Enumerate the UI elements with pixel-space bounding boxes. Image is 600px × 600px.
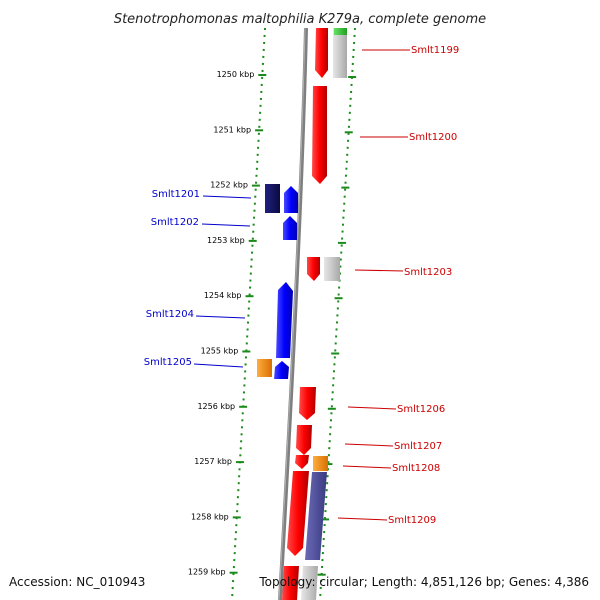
gene-feature-bottom-red[interactable] [282,566,299,600]
accession-label: Accession: NC_010943 [9,575,145,589]
leader-smlt1203 [354,269,404,272]
ruler-tick-label: 1252 kbp [210,181,248,190]
ruler-lines [231,27,356,600]
ruler-tick-label: 1253 kbp [207,236,245,245]
gene-features [257,28,347,600]
gene-feature-smlt1208-orange[interactable] [313,456,328,471]
gene-label[interactable]: Smlt1208 [392,463,440,474]
gene-label[interactable]: Smlt1209 [388,515,436,526]
ruler-ticks: 1250 kbp 1251 kbp 1252 kbp 1253 kbp 1254 kbp… [188,70,357,577]
ruler-line-left [231,27,266,600]
gene-label[interactable]: Smlt1206 [397,404,445,415]
gene-labels: Smlt1199 Smlt1200 Smlt1203 Smlt1206 Smlt… [144,45,460,526]
leader-smlt1204 [195,315,246,319]
ruler-tick-label: 1258 kbp [191,512,229,521]
gene-label[interactable]: Smlt1204 [146,309,194,320]
gene-feature-purple-1[interactable] [305,472,327,560]
gene-label[interactable]: Smlt1201 [152,189,200,200]
gene-label[interactable]: Smlt1202 [151,217,199,228]
gene-feature-smlt1205-orange[interactable] [257,359,272,377]
ruler-tick-label: 1250 kbp [217,70,255,79]
gene-feature-grey-2[interactable] [324,257,340,281]
gene-feature-smlt1201[interactable] [265,184,280,213]
leader-smlt1201 [202,195,252,199]
ruler-line-right [319,27,356,600]
gene-feature-grey-1[interactable] [333,28,347,78]
leader-smlt1209 [337,517,388,521]
ruler-tick-label: 1257 kbp [194,457,232,466]
gene-feature-smlt1201b[interactable] [284,186,298,213]
gene-label[interactable]: Smlt1200 [409,132,457,143]
gene-label[interactable]: Smlt1199 [411,45,459,56]
map-title: Stenotrophomonas maltophilia K279a, comp… [114,12,486,27]
label-leaders [193,49,410,521]
gene-feature-bottom-grey[interactable] [301,566,318,600]
ruler-tick-label: 1259 kbp [188,568,226,577]
leader-smlt1205 [193,363,244,368]
gene-feature-green-1[interactable] [334,28,347,35]
gene-label[interactable]: Smlt1207 [394,441,442,452]
gene-feature-smlt1209[interactable] [287,471,309,556]
gene-feature-smlt1199[interactable] [315,28,328,78]
ruler-tick-label: 1255 kbp [201,347,239,356]
genome-backbone [278,27,308,600]
gene-feature-smlt1208[interactable] [295,455,309,469]
gene-feature-smlt1206[interactable] [299,387,316,420]
leader-smlt1208 [342,465,392,469]
topology-label: Topology: circular; Length: 4,851,126 bp… [258,575,589,589]
leader-smlt1202 [201,223,251,227]
leader-smlt1207 [344,443,394,447]
ruler-tick-label: 1254 kbp [204,291,242,300]
genome-backbone-highlight [278,27,306,600]
ruler-tick-label: 1251 kbp [213,125,251,134]
gene-feature-smlt1204[interactable] [276,282,293,358]
gene-feature-smlt1205[interactable] [274,361,289,379]
gene-feature-smlt1207[interactable] [296,425,312,455]
gene-label[interactable]: Smlt1203 [404,267,452,278]
gene-feature-smlt1203[interactable] [307,257,320,281]
ruler-tick-label: 1256 kbp [197,402,235,411]
gene-feature-smlt1200[interactable] [312,86,327,184]
gene-label[interactable]: Smlt1205 [144,357,192,368]
leader-smlt1206 [347,406,397,410]
gene-feature-smlt1202[interactable] [283,216,297,240]
